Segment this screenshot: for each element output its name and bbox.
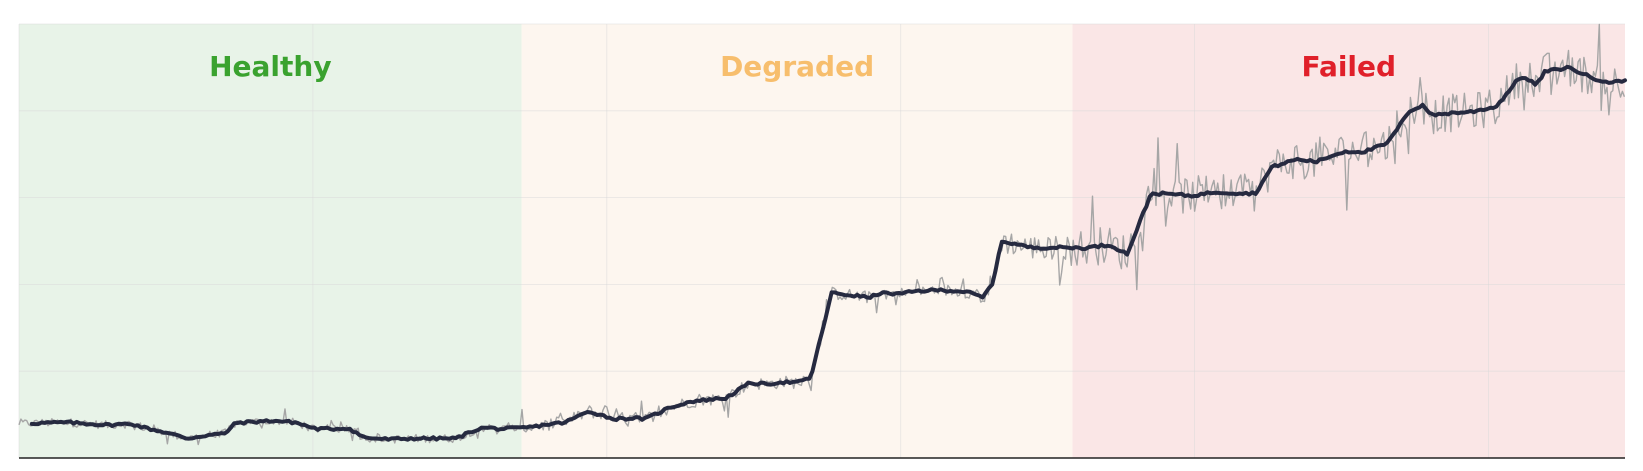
- region-band-healthy: [19, 24, 522, 458]
- smoothed-series-layer: [29, 64, 1627, 442]
- region-labels-layer: Healthy Degraded Failed: [209, 50, 1396, 83]
- region-label-healthy: Healthy: [209, 50, 332, 83]
- smoothed-series-line: [29, 64, 1627, 442]
- region-label-failed: Failed: [1301, 50, 1396, 83]
- region-band-degraded: [521, 24, 1073, 458]
- region-band-failed: [1072, 24, 1625, 458]
- regions-layer: [19, 24, 1625, 458]
- region-label-degraded: Degraded: [720, 50, 874, 83]
